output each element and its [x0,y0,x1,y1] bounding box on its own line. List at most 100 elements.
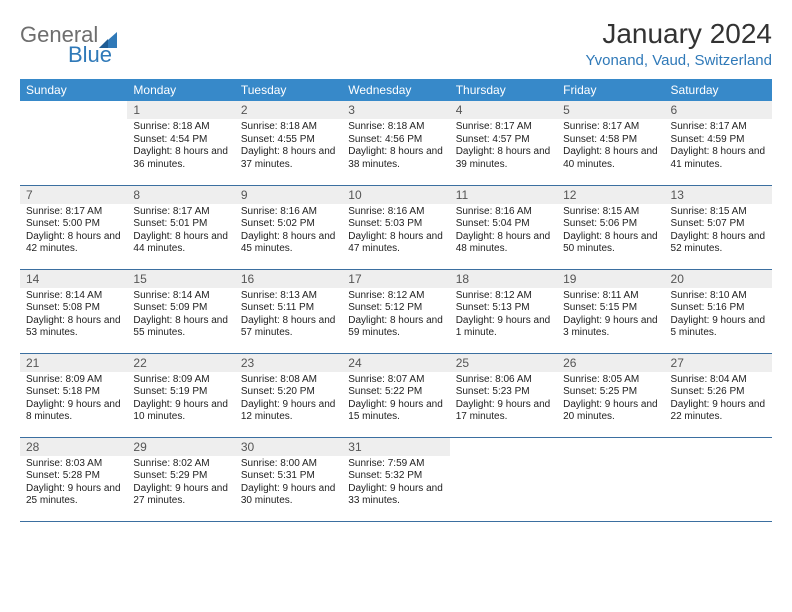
day-number: 23 [235,354,342,372]
calendar-day-cell: 22Sunrise: 8:09 AMSunset: 5:19 PMDayligh… [127,353,234,437]
day-content: Sunrise: 8:08 AMSunset: 5:20 PMDaylight:… [235,372,342,428]
day-number: 27 [665,354,772,372]
calendar-day-cell [20,101,127,185]
day-number: 20 [665,270,772,288]
day-content: Sunrise: 8:06 AMSunset: 5:23 PMDaylight:… [450,372,557,428]
day-number: 9 [235,186,342,204]
day-number: 8 [127,186,234,204]
day-content: Sunrise: 7:59 AMSunset: 5:32 PMDaylight:… [342,456,449,512]
day-number: 6 [665,101,772,119]
calendar-day-cell: 7Sunrise: 8:17 AMSunset: 5:00 PMDaylight… [20,185,127,269]
day-content: Sunrise: 8:05 AMSunset: 5:25 PMDaylight:… [557,372,664,428]
day-content: Sunrise: 8:16 AMSunset: 5:04 PMDaylight:… [450,204,557,260]
day-number: 21 [20,354,127,372]
page-title: January 2024 [585,18,772,50]
calendar-week-row: 7Sunrise: 8:17 AMSunset: 5:00 PMDaylight… [20,185,772,269]
calendar-day-cell [665,437,772,521]
logo-text-blue: Blue [68,42,112,68]
day-number: 4 [450,101,557,119]
day-content: Sunrise: 8:16 AMSunset: 5:02 PMDaylight:… [235,204,342,260]
calendar-day-cell: 8Sunrise: 8:17 AMSunset: 5:01 PMDaylight… [127,185,234,269]
calendar-day-cell: 9Sunrise: 8:16 AMSunset: 5:02 PMDaylight… [235,185,342,269]
day-content: Sunrise: 8:17 AMSunset: 4:57 PMDaylight:… [450,119,557,175]
day-content: Sunrise: 8:03 AMSunset: 5:28 PMDaylight:… [20,456,127,512]
day-content: Sunrise: 8:15 AMSunset: 5:07 PMDaylight:… [665,204,772,260]
weekday-header: Thursday [450,79,557,101]
day-number: 24 [342,354,449,372]
day-content: Sunrise: 8:16 AMSunset: 5:03 PMDaylight:… [342,204,449,260]
calendar-week-row: 14Sunrise: 8:14 AMSunset: 5:08 PMDayligh… [20,269,772,353]
day-content: Sunrise: 8:11 AMSunset: 5:15 PMDaylight:… [557,288,664,344]
day-content: Sunrise: 8:18 AMSunset: 4:56 PMDaylight:… [342,119,449,175]
day-number: 14 [20,270,127,288]
calendar-week-row: 1Sunrise: 8:18 AMSunset: 4:54 PMDaylight… [20,101,772,185]
calendar-day-cell: 11Sunrise: 8:16 AMSunset: 5:04 PMDayligh… [450,185,557,269]
calendar-day-cell: 28Sunrise: 8:03 AMSunset: 5:28 PMDayligh… [20,437,127,521]
weekday-header: Saturday [665,79,772,101]
weekday-header: Friday [557,79,664,101]
day-content: Sunrise: 8:00 AMSunset: 5:31 PMDaylight:… [235,456,342,512]
day-number: 11 [450,186,557,204]
calendar-day-cell: 31Sunrise: 7:59 AMSunset: 5:32 PMDayligh… [342,437,449,521]
calendar-day-cell: 25Sunrise: 8:06 AMSunset: 5:23 PMDayligh… [450,353,557,437]
day-content: Sunrise: 8:18 AMSunset: 4:55 PMDaylight:… [235,119,342,175]
logo: GeneralBlue [20,22,121,68]
weekday-header-row: Sunday Monday Tuesday Wednesday Thursday… [20,79,772,101]
day-number: 22 [127,354,234,372]
calendar-day-cell: 2Sunrise: 8:18 AMSunset: 4:55 PMDaylight… [235,101,342,185]
day-content: Sunrise: 8:13 AMSunset: 5:11 PMDaylight:… [235,288,342,344]
calendar-day-cell: 30Sunrise: 8:00 AMSunset: 5:31 PMDayligh… [235,437,342,521]
weekday-header: Monday [127,79,234,101]
calendar-table: Sunday Monday Tuesday Wednesday Thursday… [20,79,772,522]
day-number: 25 [450,354,557,372]
calendar-day-cell: 27Sunrise: 8:04 AMSunset: 5:26 PMDayligh… [665,353,772,437]
day-number: 15 [127,270,234,288]
day-content: Sunrise: 8:14 AMSunset: 5:08 PMDaylight:… [20,288,127,344]
day-content: Sunrise: 8:07 AMSunset: 5:22 PMDaylight:… [342,372,449,428]
day-content: Sunrise: 8:10 AMSunset: 5:16 PMDaylight:… [665,288,772,344]
calendar-day-cell: 15Sunrise: 8:14 AMSunset: 5:09 PMDayligh… [127,269,234,353]
calendar-day-cell: 4Sunrise: 8:17 AMSunset: 4:57 PMDaylight… [450,101,557,185]
calendar-day-cell: 21Sunrise: 8:09 AMSunset: 5:18 PMDayligh… [20,353,127,437]
day-number: 16 [235,270,342,288]
day-number: 17 [342,270,449,288]
day-number: 30 [235,438,342,456]
day-content: Sunrise: 8:09 AMSunset: 5:19 PMDaylight:… [127,372,234,428]
day-number: 1 [127,101,234,119]
calendar-day-cell: 12Sunrise: 8:15 AMSunset: 5:06 PMDayligh… [557,185,664,269]
weekday-header: Tuesday [235,79,342,101]
calendar-day-cell: 3Sunrise: 8:18 AMSunset: 4:56 PMDaylight… [342,101,449,185]
day-number: 7 [20,186,127,204]
calendar-day-cell [557,437,664,521]
day-number: 26 [557,354,664,372]
day-content: Sunrise: 8:02 AMSunset: 5:29 PMDaylight:… [127,456,234,512]
calendar-day-cell: 17Sunrise: 8:12 AMSunset: 5:12 PMDayligh… [342,269,449,353]
calendar-day-cell: 14Sunrise: 8:14 AMSunset: 5:08 PMDayligh… [20,269,127,353]
day-content: Sunrise: 8:04 AMSunset: 5:26 PMDaylight:… [665,372,772,428]
calendar-week-row: 28Sunrise: 8:03 AMSunset: 5:28 PMDayligh… [20,437,772,521]
day-content: Sunrise: 8:17 AMSunset: 5:00 PMDaylight:… [20,204,127,260]
day-content: Sunrise: 8:18 AMSunset: 4:54 PMDaylight:… [127,119,234,175]
day-number: 19 [557,270,664,288]
day-content: Sunrise: 8:12 AMSunset: 5:12 PMDaylight:… [342,288,449,344]
calendar-day-cell: 23Sunrise: 8:08 AMSunset: 5:20 PMDayligh… [235,353,342,437]
day-number: 12 [557,186,664,204]
calendar-day-cell: 19Sunrise: 8:11 AMSunset: 5:15 PMDayligh… [557,269,664,353]
day-content: Sunrise: 8:17 AMSunset: 4:58 PMDaylight:… [557,119,664,175]
title-block: January 2024 Yvonand, Vaud, Switzerland [585,18,772,69]
calendar-day-cell: 18Sunrise: 8:12 AMSunset: 5:13 PMDayligh… [450,269,557,353]
weekday-header: Sunday [20,79,127,101]
day-content: Sunrise: 8:17 AMSunset: 4:59 PMDaylight:… [665,119,772,175]
day-number: 3 [342,101,449,119]
location: Yvonand, Vaud, Switzerland [585,52,772,69]
day-content: Sunrise: 8:14 AMSunset: 5:09 PMDaylight:… [127,288,234,344]
calendar-day-cell [450,437,557,521]
calendar-day-cell: 6Sunrise: 8:17 AMSunset: 4:59 PMDaylight… [665,101,772,185]
day-content: Sunrise: 8:17 AMSunset: 5:01 PMDaylight:… [127,204,234,260]
day-number: 13 [665,186,772,204]
header: GeneralBlue January 2024 Yvonand, Vaud, … [20,18,772,69]
calendar-day-cell: 13Sunrise: 8:15 AMSunset: 5:07 PMDayligh… [665,185,772,269]
day-number: 2 [235,101,342,119]
calendar-day-cell: 16Sunrise: 8:13 AMSunset: 5:11 PMDayligh… [235,269,342,353]
calendar-day-cell: 26Sunrise: 8:05 AMSunset: 5:25 PMDayligh… [557,353,664,437]
